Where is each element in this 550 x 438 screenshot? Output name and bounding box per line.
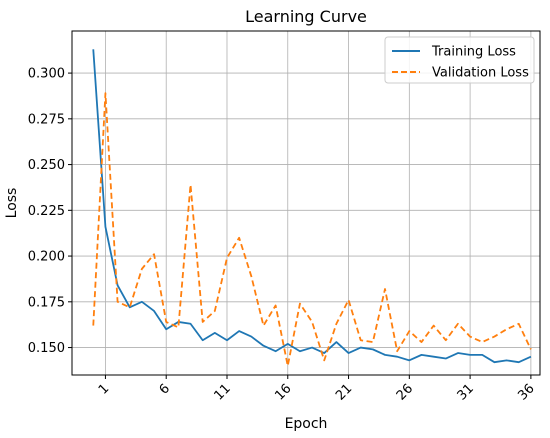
- y-tick-label: 0.150: [28, 341, 65, 356]
- grid-layer: [72, 31, 540, 375]
- y-tick-label: 0.175: [28, 295, 65, 310]
- series-layer: [92, 49, 532, 367]
- y-tick-label: 0.250: [28, 158, 65, 173]
- y-tick-label: 0.300: [28, 67, 65, 82]
- plot-frame: [71, 30, 541, 376]
- training-loss-line: [92, 49, 532, 364]
- y-tick-label: 0.275: [28, 112, 65, 127]
- x-axis-title: Epoch: [285, 416, 328, 432]
- validation-loss-line: [92, 92, 532, 367]
- legend-label-training-loss: Training Loss: [431, 45, 516, 60]
- legend-box: [384, 36, 535, 84]
- legend: Training Loss Validation Loss: [384, 36, 535, 84]
- y-tick-label: 0.200: [28, 250, 65, 265]
- legend-label-validation-loss: Validation Loss: [432, 66, 529, 81]
- chart-title: Learning Curve: [245, 7, 367, 26]
- y-axis-title: Loss: [4, 188, 20, 219]
- y-tick-label: 0.225: [28, 204, 65, 219]
